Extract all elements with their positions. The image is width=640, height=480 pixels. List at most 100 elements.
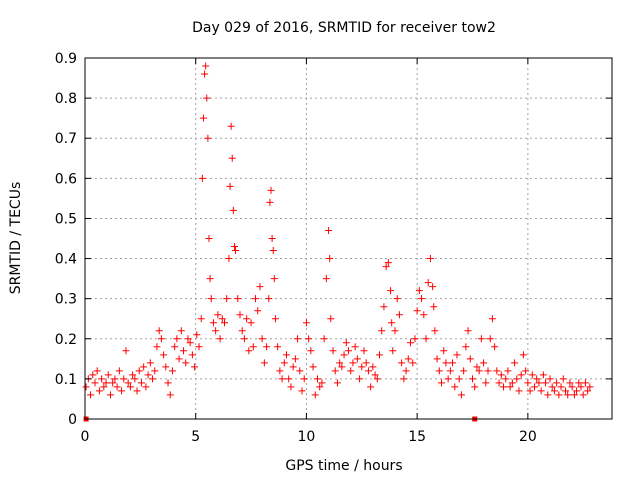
y-tick-label: 0.1 (55, 372, 77, 388)
data-point (146, 359, 154, 367)
data-point (464, 327, 472, 335)
data-point (433, 355, 441, 363)
data-point (153, 343, 161, 351)
data-point (457, 391, 465, 399)
data-point (160, 351, 168, 359)
data-point (243, 315, 251, 323)
data-point (218, 315, 226, 323)
data-point (362, 359, 370, 367)
data-point (435, 367, 443, 375)
data-point (356, 375, 364, 383)
data-point (333, 379, 341, 387)
y-tick-labels: 0 0.1 0.2 0.3 0.4 0.5 0.6 0.7 0.8 0.9 (55, 51, 77, 428)
data-point (411, 335, 419, 343)
data-point (263, 343, 271, 351)
data-point (462, 343, 470, 351)
axis-ticks (84, 57, 612, 420)
data-point (513, 375, 521, 383)
data-point (245, 347, 253, 355)
data-point (500, 383, 507, 391)
data-point (453, 351, 461, 359)
data-point (431, 327, 439, 335)
data-point (475, 367, 483, 375)
data-point (353, 355, 361, 363)
data-point (522, 367, 530, 375)
y-axis-label: SRMTID / TECUs (8, 182, 24, 295)
data-point (182, 359, 190, 367)
data-point (424, 279, 432, 287)
data-point (418, 295, 426, 303)
data-point (229, 206, 237, 214)
data-point (446, 367, 454, 375)
data-point (557, 383, 565, 391)
x-tick-label: 5 (191, 429, 200, 445)
data-point (482, 379, 490, 387)
data-point (102, 379, 110, 387)
data-point (460, 367, 468, 375)
data-point (329, 347, 337, 355)
data-point (234, 295, 242, 303)
data-point (316, 383, 324, 391)
y-tick-label: 0.3 (55, 292, 77, 308)
data-point (267, 186, 275, 194)
data-point (415, 287, 423, 295)
data-point (226, 182, 234, 190)
data-point (325, 226, 333, 234)
data-point (89, 371, 97, 379)
data-point (135, 367, 143, 375)
data-point (371, 371, 379, 379)
data-point (420, 311, 428, 319)
x-tick-label: 10 (298, 429, 316, 445)
data-point (422, 335, 430, 343)
data-point (524, 379, 532, 387)
data-point (517, 371, 525, 379)
data-point (175, 355, 183, 363)
data-points (82, 62, 594, 422)
data-point (484, 367, 492, 375)
data-point (247, 319, 255, 327)
data-point (266, 198, 274, 206)
data-point (294, 335, 302, 343)
data-point (168, 367, 176, 375)
data-point (338, 363, 346, 371)
data-point (298, 387, 306, 395)
data-point (289, 363, 297, 371)
data-point (122, 347, 130, 355)
data-point (318, 379, 326, 387)
data-point (201, 70, 209, 78)
data-point (413, 307, 421, 315)
data-point (258, 335, 266, 343)
data-point (407, 339, 414, 347)
data-point (151, 367, 159, 375)
data-point (109, 379, 117, 387)
data-point (314, 375, 321, 383)
data-point (566, 379, 574, 387)
data-point (254, 307, 262, 315)
data-point (336, 359, 344, 367)
data-point (307, 347, 315, 355)
data-point (486, 335, 494, 343)
data-point (384, 259, 392, 267)
data-point (404, 355, 412, 363)
data-point (191, 363, 199, 371)
data-point (311, 391, 319, 399)
data-point (87, 391, 95, 399)
data-point (559, 375, 567, 383)
data-point (526, 387, 534, 395)
data-point (449, 359, 457, 367)
data-point (144, 371, 152, 379)
data-point (278, 375, 286, 383)
data-point (564, 391, 572, 399)
data-point (212, 327, 220, 335)
data-point (426, 255, 434, 263)
data-point (409, 359, 417, 367)
data-point (195, 343, 203, 351)
data-point (120, 375, 128, 383)
data-point (451, 383, 459, 391)
data-point (429, 283, 437, 291)
data-point (115, 367, 123, 375)
data-point (118, 387, 126, 395)
data-point (539, 371, 547, 379)
data-point (345, 347, 352, 355)
data-point (326, 255, 334, 263)
